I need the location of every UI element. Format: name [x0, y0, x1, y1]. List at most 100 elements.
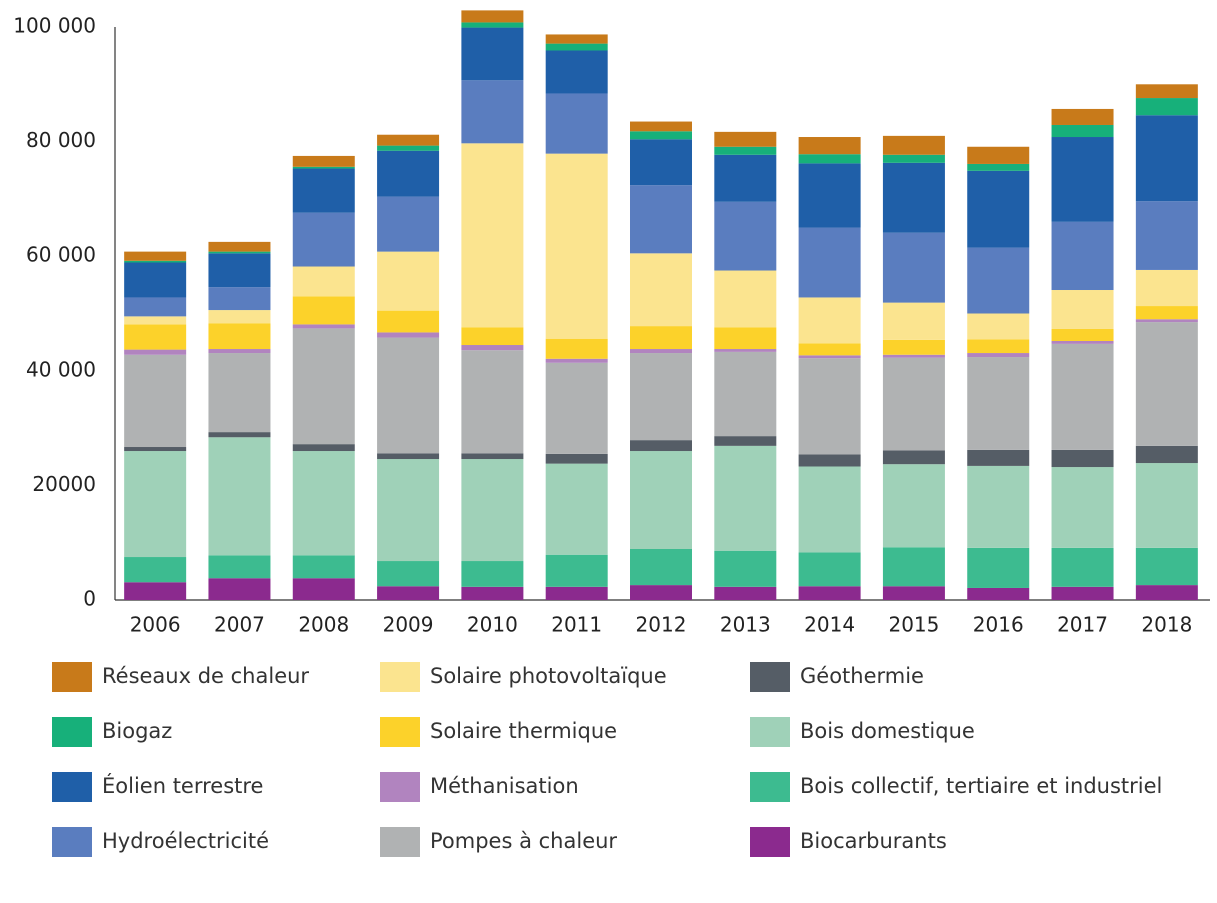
- bar-segment: [882, 354, 945, 358]
- bar-segment: [798, 552, 861, 587]
- bar-segment: [1051, 547, 1114, 587]
- bar-segment: [714, 351, 777, 437]
- bar-segment: [967, 170, 1030, 248]
- bar-segment: [798, 343, 861, 356]
- bar-segment: [377, 586, 440, 600]
- bar-segment: [124, 447, 187, 452]
- bar-segment: [124, 451, 187, 558]
- bar-segment: [714, 154, 777, 202]
- bar-segment: [545, 453, 608, 464]
- bar-segment: [545, 34, 608, 44]
- bar-segment: [208, 241, 271, 252]
- bar-segment: [967, 313, 1030, 340]
- bar-segment: [882, 154, 945, 163]
- bar-segment: [967, 357, 1030, 450]
- bar-segment: [1051, 343, 1114, 450]
- bar-segment: [882, 162, 945, 233]
- bar-segment: [292, 155, 355, 167]
- legend-swatch: [750, 662, 790, 692]
- bar-segment: [714, 201, 777, 271]
- bar-segment: [124, 251, 187, 261]
- bar-segment: [967, 163, 1030, 171]
- bar-segment: [461, 350, 524, 454]
- bar-segment: [377, 332, 440, 338]
- bar-segment: [1051, 341, 1114, 344]
- bar-segment: [461, 586, 524, 600]
- bar-segment: [630, 185, 692, 254]
- bar-segment: [461, 80, 524, 144]
- legend-label: Bois domestique: [800, 719, 975, 743]
- bar-segment: [1135, 547, 1198, 586]
- legend-label: Géothermie: [800, 664, 924, 688]
- bar-segment: [292, 212, 355, 267]
- bar-segment: [124, 324, 187, 350]
- bar-segment: [630, 353, 692, 441]
- bar-segment: [377, 561, 440, 587]
- legend-swatch: [750, 827, 790, 857]
- bar-segment: [714, 436, 777, 446]
- bar-segment: [798, 154, 861, 164]
- bar-segment: [967, 339, 1030, 354]
- bar-segment: [967, 449, 1030, 466]
- legend-label: Biogaz: [102, 719, 172, 743]
- bar-segment: [377, 251, 440, 311]
- bar-segment: [882, 586, 945, 600]
- bar-segment: [630, 253, 692, 327]
- bar-segment: [882, 547, 945, 587]
- bar-segment: [292, 166, 355, 169]
- y-tick-label: 100 000: [13, 14, 96, 38]
- bar-segment: [124, 262, 187, 298]
- bar-segment: [798, 227, 861, 298]
- bar-segment: [292, 451, 355, 556]
- bar-segment: [714, 550, 777, 587]
- x-tick-label: 2012: [636, 613, 687, 637]
- bar-segment: [461, 459, 524, 562]
- bar-segment: [208, 555, 271, 579]
- x-tick-label: 2018: [1141, 613, 1192, 637]
- legend-swatch: [750, 717, 790, 747]
- bar-segment: [630, 585, 692, 600]
- bar-segment: [1051, 221, 1114, 291]
- bar-segment: [798, 358, 861, 455]
- bar-segment: [1135, 269, 1198, 307]
- bar-segment: [1135, 445, 1198, 464]
- legend-swatch: [52, 717, 92, 747]
- bar-segment: [124, 557, 187, 583]
- bar-segment: [630, 121, 692, 132]
- bar-segment: [714, 349, 777, 352]
- x-tick-label: 2013: [720, 613, 771, 637]
- y-tick-label: 20000: [32, 472, 96, 496]
- x-tick-label: 2007: [214, 613, 265, 637]
- bar-segment: [798, 297, 861, 344]
- bar-segment: [1135, 201, 1198, 270]
- bar-segment: [1135, 84, 1198, 99]
- bar-segment: [124, 349, 187, 355]
- bar-segment: [292, 328, 355, 445]
- bar-segment: [208, 323, 271, 350]
- bar-segment: [1135, 319, 1198, 323]
- bar-segment: [1135, 463, 1198, 548]
- bar-segment: [545, 362, 608, 454]
- bar-segment: [630, 131, 692, 140]
- bar-segment: [1051, 108, 1114, 125]
- bar-segment: [714, 445, 777, 551]
- bar-segment: [882, 357, 945, 451]
- bar-segment: [630, 440, 692, 452]
- bar-segment: [377, 453, 440, 460]
- bar-segment: [124, 316, 187, 325]
- bar-segment: [798, 355, 861, 359]
- x-tick-label: 2006: [130, 613, 181, 637]
- bar-segment: [292, 324, 355, 329]
- legend-label: Éolien terrestre: [102, 773, 263, 798]
- bar-segment: [461, 453, 524, 460]
- bar-segment: [714, 146, 777, 155]
- bar-segment: [545, 338, 608, 359]
- legend-swatch: [380, 717, 420, 747]
- y-tick-label: 0: [83, 587, 96, 611]
- legend-label: Solaire photovoltaïque: [430, 664, 667, 688]
- bar-segment: [208, 287, 271, 311]
- bar-segment: [882, 450, 945, 465]
- bar-segment: [882, 135, 945, 155]
- bar-segment: [630, 451, 692, 550]
- bar-segment: [1135, 322, 1198, 446]
